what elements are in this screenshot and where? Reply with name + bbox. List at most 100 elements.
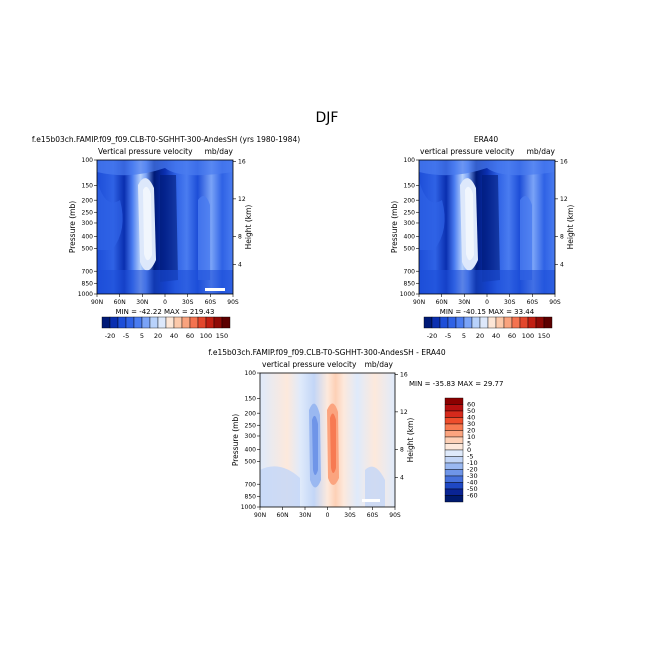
colorbar-swatch [543,316,553,329]
colorbar-label: 20 [154,332,162,340]
x-tick-label: 30N [136,299,148,306]
y-tick-label: 700 [245,481,257,488]
colorbar-swatch [444,410,464,418]
colorbar-label: 60 [186,332,194,340]
colorbar-swatch [444,443,464,451]
colorbar-label: 60 [467,401,475,409]
panel-obs: ERA40 vertical pressure velocity mb/day [418,135,556,295]
colorbar-swatch [444,449,464,457]
colorbar-label: 30 [467,420,475,428]
x-tick-label: 90S [227,299,239,306]
y-tick-label: 300 [404,220,416,227]
colorbar-label: -20 [427,332,438,340]
plot-field [419,160,555,294]
colorbar-label: 100 [200,332,212,340]
colorbar-swatch [173,316,183,329]
colorbar-label: -5 [467,453,473,461]
colorbar-layer: -20 -5 5 20 40 60 100 150 -20 -5 5 20 40 60 100 1506050… [101,316,553,503]
y-right-tick-label: 12 [238,196,246,203]
colorbar-swatch [527,316,537,329]
colorbar-swatch [157,316,167,329]
x-tick-label: 60S [367,512,379,519]
colorbar-swatch [447,316,457,329]
x-tick-label: 30S [504,299,516,306]
panel-diff: f.e15b03ch.FAMIP.f09_f09.CLB-T0-SGHHT-30… [208,348,446,508]
colorbar-swatch [511,316,521,329]
y-right-tick-label: 12 [400,409,408,416]
colorbar-label: 50 [467,407,475,415]
x-tick-label: 90S [549,299,561,306]
colorbar-label: 40 [492,332,500,340]
axes-model: 90N 60N 30N 0 30S 60S 90S 100 150 200 250 300 400 500… [68,157,253,316]
y-tick-label: 850 [404,280,416,287]
colorbar-label: -50 [467,485,478,493]
colorbar-swatch [444,423,464,431]
axes-layer: 90N 60N 30N 0 30S 60S 90S100150200250300400500… [68,157,575,519]
colorbar-label: 5 [467,440,471,448]
colorbar-label: 150 [216,332,228,340]
colorbar-swatch [444,436,464,444]
colorbar-swatch [431,316,441,329]
x-tick-label: 0 [163,299,167,306]
colorbar-swatch [444,397,464,405]
colorbar-label: 20 [476,332,484,340]
y-tick-label: 400 [404,234,416,241]
panel-model: f.e15b03ch.FAMIP.f09_f09.CLB-T0-SGHHT-30… [32,135,300,295]
colorbar-label: 100 [522,332,534,340]
y-tick-label: 200 [82,197,94,204]
plot-field [260,373,395,507]
y-right-tick-label: 8 [560,234,564,241]
colorbar-swatch [117,316,127,329]
y-tick-label: 1000 [78,291,93,298]
x-tick-label: 60N [276,512,288,519]
y-tick-label: 150 [245,396,257,403]
y-tick-label: 250 [404,209,416,216]
y-right-tick-label: 16 [400,372,408,379]
x-tick-label: 30S [344,512,356,519]
y-tick-label: 1000 [241,504,256,511]
colorbar-swatch [181,316,191,329]
y-axis-label: Pressure (mb) [231,414,240,466]
colorbar-swatch [101,316,111,329]
y-tick-label: 500 [404,246,416,253]
colorbar-swatch [535,316,545,329]
y-right-tick-label: 4 [560,262,564,269]
y-tick-label: 250 [245,422,257,429]
colorbar-label: -20 [105,332,116,340]
colorbar-swatch [444,475,464,483]
colorbar-swatch [439,316,449,329]
colorbar-label: 0 [467,446,471,454]
y-right-axis-label: Height (km) [406,418,415,463]
colorbar-swatch [444,469,464,477]
colorbar-label: -60 [467,492,478,500]
colorbar-swatch [141,316,151,329]
y-tick-label: 200 [245,410,257,417]
y-tick-label: 400 [245,447,257,454]
colorbar-swatch [189,316,199,329]
panel-title: ERA40 [474,135,499,144]
colorbar-swatch [444,404,464,412]
panel-subtitle-left: vertical pressure velocity [262,360,357,369]
colorbar-label: 5 [462,332,466,340]
y-tick-label: 250 [82,209,94,216]
x-tick-label: 30N [299,512,311,519]
y-tick-label: 150 [404,183,416,190]
panel-subtitle-right: mb/day [205,147,234,156]
panel-subtitle-right: mb/day [365,360,394,369]
colorbar-obs: -20 -5 5 20 40 60 100 150 [423,316,553,340]
y-tick-label: 700 [82,268,94,275]
panel-subtitle-right: mb/day [527,147,556,156]
colorbar-swatch [444,488,464,496]
y-tick-label: 100 [82,157,94,164]
axes-diff: 90N 60N 30N 0 30S 60S 90S100150200250300400500… [231,370,503,519]
colorbar-swatch [213,316,223,329]
axes-obs: 90N 60N 30N 0 30S 60S 90S 100 150 200 250 300 400 500… [390,157,575,316]
x-tick-label: 90N [254,512,266,519]
colorbar-swatch [444,462,464,470]
y-tick-label: 100 [245,370,257,377]
colorbar-swatch [444,482,464,490]
colorbar-swatch [165,316,175,329]
colorbar-label: 40 [467,414,475,422]
y-axis-label: Pressure (mb) [390,201,399,253]
panel-title: f.e15b03ch.FAMIP.f09_f09.CLB-T0-SGHHT-30… [32,135,300,144]
